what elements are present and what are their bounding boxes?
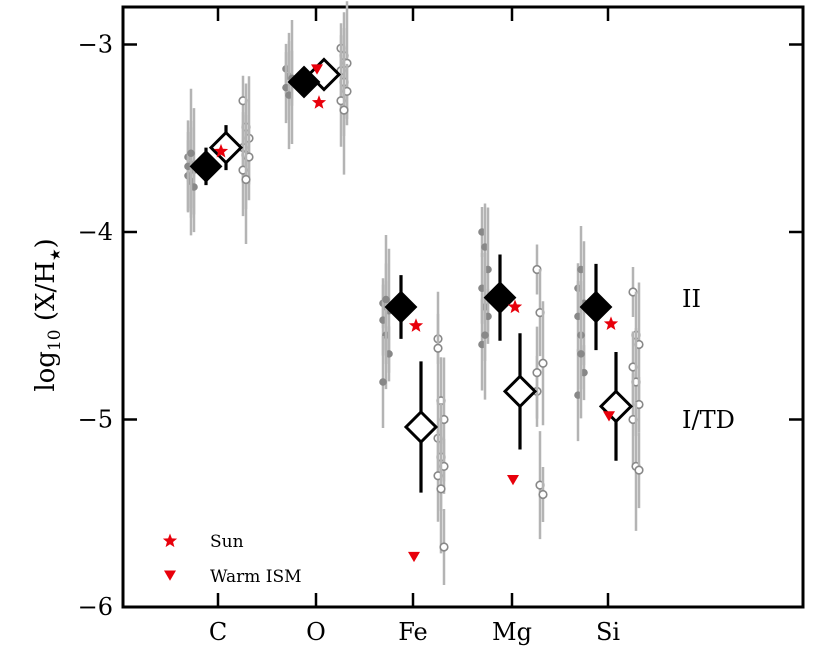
individual-point-ii	[379, 378, 387, 386]
group-label-ii: II	[682, 285, 701, 313]
mean-marker-i-td	[208, 130, 244, 165]
plot-frame	[121, 5, 805, 609]
legend-label-warm-ism: Warm ISM	[210, 567, 302, 587]
individual-point-i-td	[241, 174, 251, 185]
x-category-label: O	[306, 618, 326, 646]
legend-label-sun: Sun	[210, 532, 244, 552]
y-axis-label: log10 (X/H★)	[31, 238, 65, 391]
ylabel-sub: 10	[45, 329, 65, 351]
x-category-label: C	[209, 618, 227, 646]
warm-ism-triangle-marker	[311, 64, 323, 75]
legend-sun-star-icon	[162, 533, 178, 548]
ylabel-main: (X/H	[31, 261, 61, 329]
mean-marker-ii	[287, 65, 321, 99]
individual-point-i-td	[436, 484, 446, 494]
y-tick-label: −3	[78, 31, 113, 59]
ylabel-star: ★	[48, 248, 64, 261]
axes: −6 −5 −4 −3 C O Fe Mg Si	[78, 5, 805, 646]
warm-ism-triangle-marker	[507, 475, 519, 486]
x-category-label: Si	[596, 618, 620, 646]
sun-star-marker	[213, 143, 229, 158]
sun-star-marker	[408, 318, 424, 332]
mean-marker-ii	[384, 290, 418, 324]
warm-ism-triangle-marker	[408, 551, 420, 563]
legend: Sun Warm ISM	[162, 532, 302, 587]
sun-star-marker	[507, 299, 523, 314]
y-tick-label: −6	[78, 593, 113, 621]
individual-point-ii	[382, 295, 390, 304]
legend-warm-ism-triangle-icon	[164, 570, 176, 581]
x-category-label: Fe	[398, 618, 428, 646]
ylabel-base: log	[31, 351, 61, 392]
reference-markers	[213, 64, 619, 563]
individual-point-i-td	[439, 542, 449, 552]
y-tick-label: −4	[78, 218, 113, 246]
y-tick-label: −5	[78, 406, 113, 434]
individual-point-ii	[481, 331, 489, 339]
group-means	[189, 57, 634, 493]
individual-point-i-td	[532, 368, 542, 378]
mean-marker-ii	[189, 149, 223, 183]
mean-marker-i-td	[403, 409, 439, 445]
mean-marker-i-td	[502, 374, 538, 409]
individual-point-ii	[577, 350, 585, 358]
group-label-i-td: I/TD	[682, 406, 735, 434]
mean-marker-ii	[579, 290, 613, 324]
individual-points	[184, 1, 644, 585]
individual-point-i-td	[433, 343, 443, 353]
mean-marker-ii	[483, 281, 517, 315]
sun-star-marker	[311, 95, 327, 109]
individual-point-i-td	[339, 105, 349, 115]
ylabel-close: )	[31, 238, 61, 248]
chart-text: II I/TD	[682, 285, 735, 434]
sun-star-marker	[603, 316, 619, 330]
svg-text:log10 (X/H★): log10 (X/H★)	[31, 238, 65, 391]
individual-point-i-td	[634, 465, 644, 475]
individual-point-i-td	[538, 358, 548, 368]
individual-point-ii	[187, 149, 195, 158]
individual-point-i-td	[538, 489, 548, 500]
x-category-label: Mg	[492, 618, 532, 646]
warm-ism-triangle-marker	[603, 411, 615, 422]
mean-marker-i-td	[598, 389, 634, 424]
